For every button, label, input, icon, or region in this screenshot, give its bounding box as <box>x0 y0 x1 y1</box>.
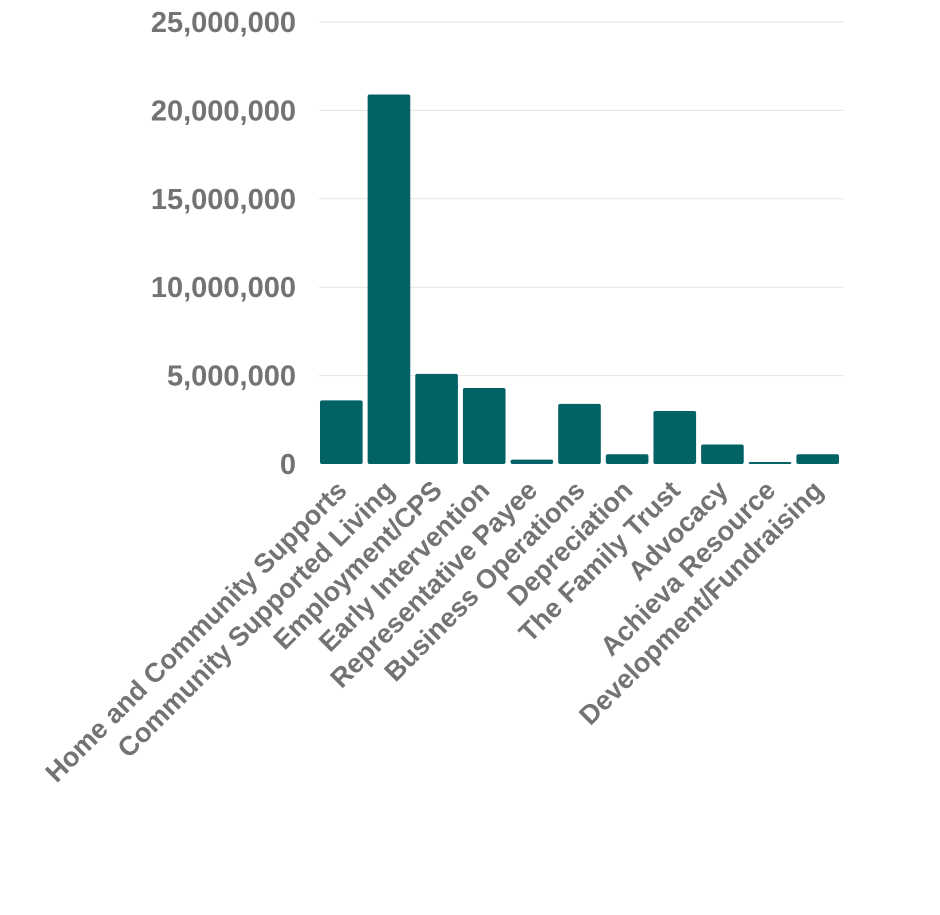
bar-1 <box>367 94 411 464</box>
bar-9 <box>748 462 792 464</box>
y-tick-label-5: 25,000,000 <box>151 7 296 39</box>
bars <box>320 94 839 464</box>
y-tick-label-4: 20,000,000 <box>151 95 296 127</box>
bar-10 <box>796 454 839 464</box>
bar-3 <box>462 387 506 464</box>
bar-5 <box>558 403 601 464</box>
bar-6 <box>605 454 649 464</box>
y-tick-label-0: 0 <box>280 449 296 481</box>
bar-2 <box>415 373 458 464</box>
y-tick-label-2: 10,000,000 <box>151 272 296 304</box>
y-tick-label-1: 5,000,000 <box>167 361 296 393</box>
y-tick-label-3: 15,000,000 <box>151 184 296 216</box>
bar-8 <box>701 444 744 464</box>
bar-4 <box>510 459 554 464</box>
bar-7 <box>653 410 697 464</box>
y-axis-tick-labels: 0 5,000,000 10,000,000 15,000,000 20,000,000… <box>151 7 296 481</box>
bar-0 <box>320 400 363 464</box>
